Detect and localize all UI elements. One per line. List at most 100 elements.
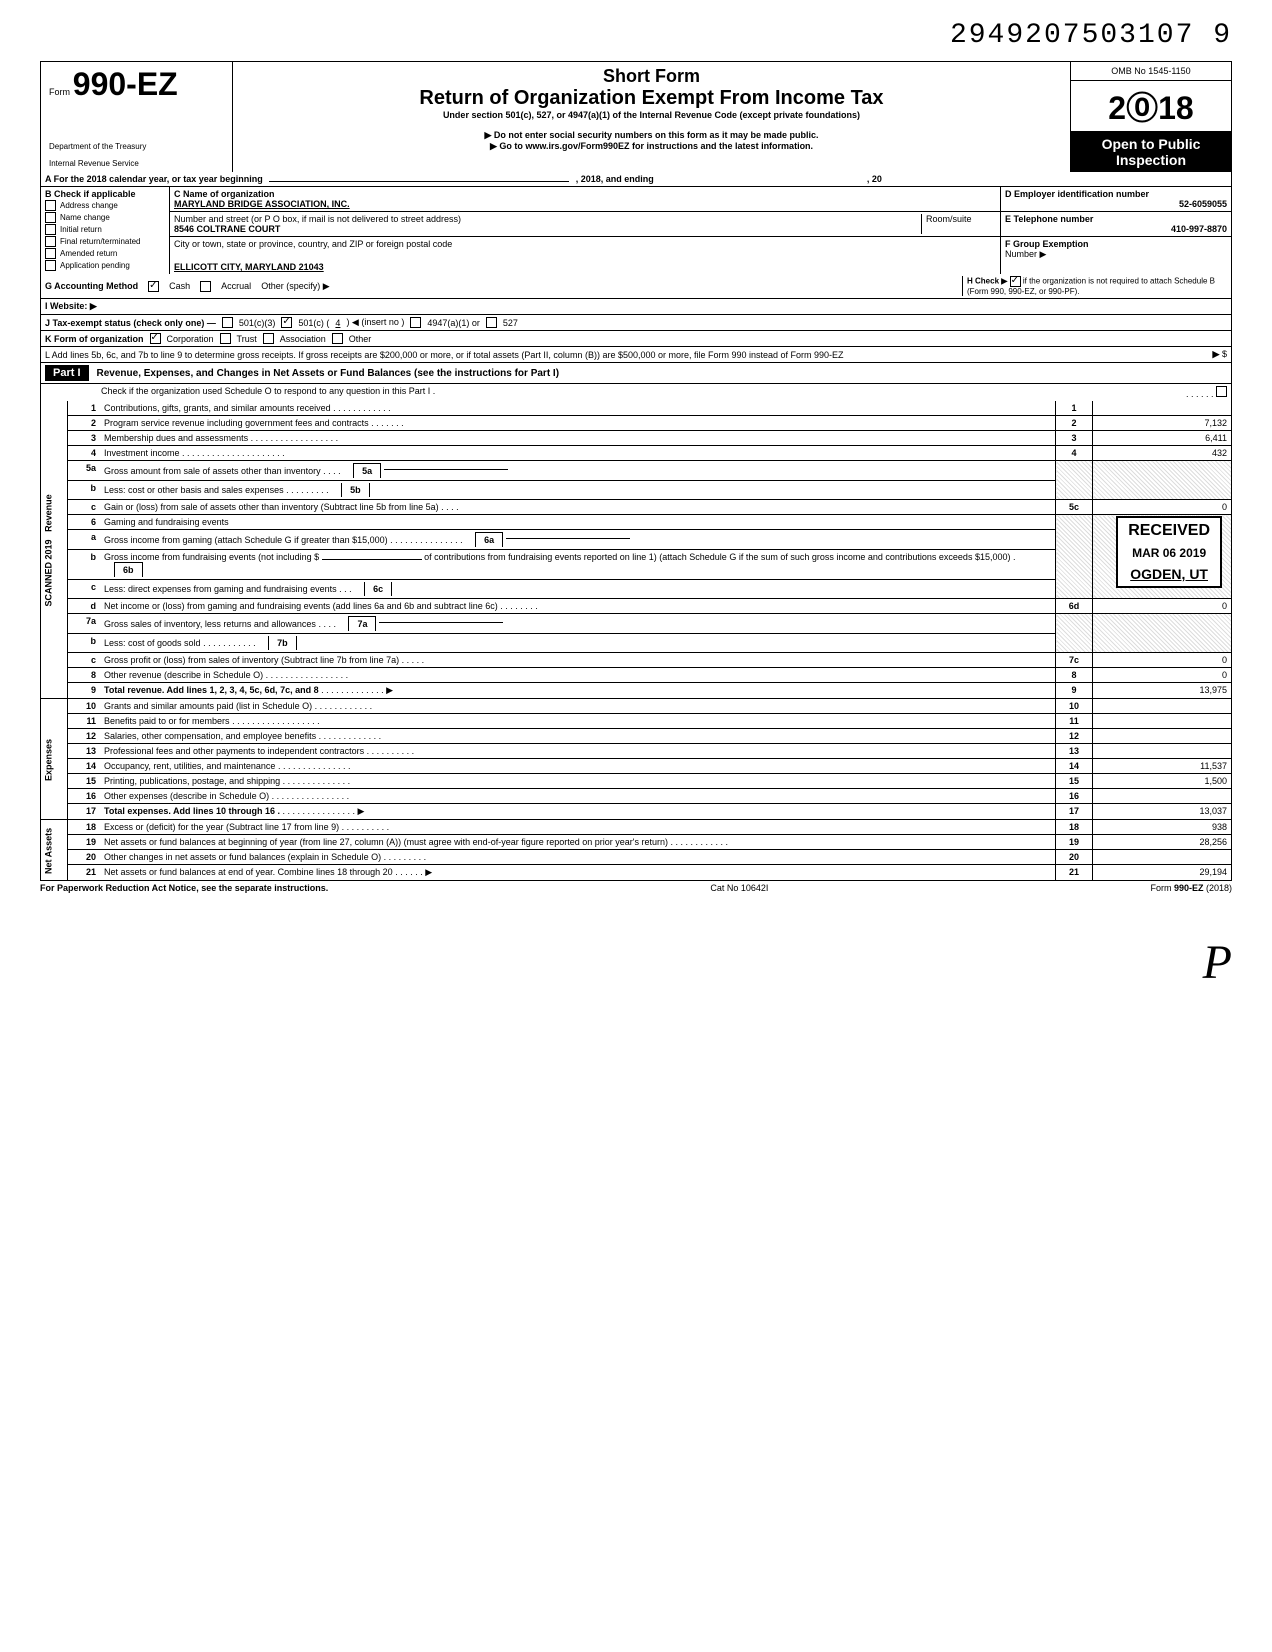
line-3-desc: Membership dues and assessments . . . . … xyxy=(100,431,1056,446)
line-20-desc: Other changes in net assets or fund bala… xyxy=(100,850,1056,865)
check-h[interactable] xyxy=(1010,276,1021,287)
check-cash[interactable] xyxy=(148,281,159,292)
short-form-label: Short Form xyxy=(243,66,1060,87)
line-a: A For the 2018 calendar year, or tax yea… xyxy=(40,172,1232,187)
j-tax-status-label: J Tax-exempt status (check only one) — xyxy=(45,318,216,328)
schedule-o-check-row: Check if the organization used Schedule … xyxy=(40,384,1232,401)
check-association[interactable] xyxy=(263,333,274,344)
check-trust[interactable] xyxy=(220,333,231,344)
line-10-desc: Grants and similar amounts paid (list in… xyxy=(100,699,1056,714)
line-9-val: 13,975 xyxy=(1093,683,1232,699)
line-20-val xyxy=(1093,850,1232,865)
line-14-val: 11,537 xyxy=(1093,759,1232,774)
meta-section: G Accounting Method Cash Accrual Other (… xyxy=(40,274,1232,363)
check-corporation[interactable] xyxy=(150,333,161,344)
check-final-return[interactable]: Final return/terminated xyxy=(45,236,165,247)
line-17-val: 13,037 xyxy=(1093,804,1232,820)
line-10-val xyxy=(1093,699,1232,714)
f-number-label: Number ▶ xyxy=(1005,249,1227,260)
line-num: 1 xyxy=(68,401,101,416)
line-8-desc: Other revenue (describe in Schedule O) .… xyxy=(100,668,1056,683)
d-ein-label: D Employer identification number xyxy=(1005,189,1227,199)
net-assets-side-label: Net Assets xyxy=(41,820,68,881)
check-other-org[interactable] xyxy=(332,333,343,344)
omb-number: OMB No 1545-1150 xyxy=(1071,62,1231,81)
part1-title: Revenue, Expenses, and Changes in Net As… xyxy=(97,368,560,379)
form-header: Form 990-EZ Department of the Treasury I… xyxy=(40,61,1232,172)
line-7c-desc: Gross profit or (loss) from sales of inv… xyxy=(100,653,1056,668)
dept-irs: Internal Revenue Service xyxy=(49,159,224,168)
line-right-num: 1 xyxy=(1056,401,1093,416)
line-6a-desc: Gross income from gaming (attach Schedul… xyxy=(104,535,393,545)
dept-treasury: Department of the Treasury xyxy=(49,142,224,151)
line-2-desc: Program service revenue including govern… xyxy=(100,416,1056,431)
line-4-desc: Investment income . . . . . . . . . . . … xyxy=(100,446,1056,461)
section-b-header: B Check if applicable xyxy=(45,189,165,199)
line-8-val: 0 xyxy=(1093,668,1232,683)
document-code: 2949207503107 9 xyxy=(40,20,1232,51)
check-address-change[interactable]: Address change xyxy=(45,200,165,211)
footer: For Paperwork Reduction Act Notice, see … xyxy=(40,881,1232,895)
line-6b-desc2: of contributions from fundraising events… xyxy=(424,552,1015,562)
g-accounting-label: G Accounting Method xyxy=(45,281,138,291)
footer-left: For Paperwork Reduction Act Notice, see … xyxy=(40,883,328,893)
line-11-desc: Benefits paid to or for members . . . . … xyxy=(100,714,1056,729)
section-b: B Check if applicable Address change Nam… xyxy=(41,187,170,274)
line-5b-desc: Less: cost or other basis and sales expe… xyxy=(104,485,289,495)
line-4-val: 432 xyxy=(1093,446,1232,461)
check-4947[interactable] xyxy=(410,317,421,328)
received-stamp: RECEIVED MAR 06 2019 OGDEN, UT xyxy=(1116,516,1222,588)
check-schedule-o[interactable] xyxy=(1216,386,1227,397)
line-13-val xyxy=(1093,744,1232,759)
i-website-label: I Website: ▶ xyxy=(45,301,97,312)
city-state-zip: ELLICOTT CITY, MARYLAND 21043 xyxy=(174,262,996,272)
part1-table: SCANNED 2019 Revenue 1 Contributions, gi… xyxy=(40,401,1232,881)
l-instructions: L Add lines 5b, 6c, and 7b to line 9 to … xyxy=(45,350,844,360)
line-18-val: 938 xyxy=(1093,820,1232,835)
title-box: Short Form Return of Organization Exempt… xyxy=(233,62,1070,172)
footer-mid: Cat No 10642I xyxy=(710,883,768,893)
line-2-val: 7,132 xyxy=(1093,416,1232,431)
c-name-label: C Name of organization xyxy=(174,189,996,199)
form-number: 990-EZ xyxy=(73,66,178,102)
line-1-desc: Contributions, gifts, grants, and simila… xyxy=(100,401,1056,416)
footer-right: Form 990-EZ (2018) xyxy=(1150,883,1232,893)
revenue-side-label: SCANNED 2019 Revenue xyxy=(41,401,68,699)
line-18-desc: Excess or (deficit) for the year (Subtra… xyxy=(100,820,1056,835)
check-501c[interactable] xyxy=(281,317,292,328)
line-13-desc: Professional fees and other payments to … xyxy=(100,744,1056,759)
under-section: Under section 501(c), 527, or 4947(a)(1)… xyxy=(243,110,1060,120)
line-6d-val: 0 xyxy=(1093,599,1232,614)
check-name-change[interactable]: Name change xyxy=(45,212,165,223)
check-accrual[interactable] xyxy=(200,281,211,292)
phone-value: 410-997-8870 xyxy=(1005,224,1227,234)
open-to-public: Open to Public Inspection xyxy=(1071,132,1231,172)
line-17-desc: Total expenses. Add lines 10 through 16 … xyxy=(100,804,1056,820)
line-7a-desc: Gross sales of inventory, less returns a… xyxy=(104,619,316,629)
check-amended[interactable]: Amended return xyxy=(45,248,165,259)
line-7b-desc: Less: cost of goods sold xyxy=(104,638,201,648)
line-12-val xyxy=(1093,729,1232,744)
line-16-val xyxy=(1093,789,1232,804)
check-initial-return[interactable]: Initial return xyxy=(45,224,165,235)
tax-year: 2⓪18 xyxy=(1071,81,1231,132)
line-21-val: 29,194 xyxy=(1093,865,1232,881)
section-c: C Name of organization MARYLAND BRIDGE A… xyxy=(170,187,1000,274)
year-box: OMB No 1545-1150 2⓪18 Open to Public Ins… xyxy=(1070,62,1231,172)
org-name: MARYLAND BRIDGE ASSOCIATION, INC. xyxy=(174,199,996,209)
line-6b-desc: Gross income from fundraising events (no… xyxy=(104,552,319,562)
k-form-org-label: K Form of organization xyxy=(45,334,144,344)
check-application-pending[interactable]: Application pending xyxy=(45,260,165,271)
return-title: Return of Organization Exempt From Incom… xyxy=(243,87,1060,110)
line-16-desc: Other expenses (describe in Schedule O) … xyxy=(100,789,1056,804)
room-suite-label: Room/suite xyxy=(926,214,996,224)
check-527[interactable] xyxy=(486,317,497,328)
form-prefix: Form xyxy=(49,87,70,97)
check-501c3[interactable] xyxy=(222,317,233,328)
c-street-label: Number and street (or P O box, if mail i… xyxy=(174,214,921,224)
line-6d-desc: Net income or (loss) from gaming and fun… xyxy=(100,599,1056,614)
line-21-desc: Net assets or fund balances at end of ye… xyxy=(100,865,1056,881)
line-7c-val: 0 xyxy=(1093,653,1232,668)
line-19-val: 28,256 xyxy=(1093,835,1232,850)
go-to-url: ▶ Go to www.irs.gov/Form990EZ for instru… xyxy=(243,141,1060,152)
